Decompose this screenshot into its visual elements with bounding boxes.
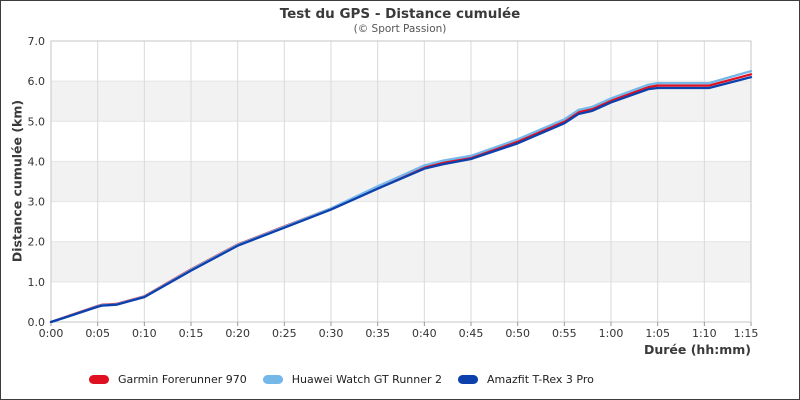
plot-band <box>51 281 751 322</box>
legend-label-huawei: Huawei Watch GT Runner 2 <box>291 372 443 386</box>
plot-border <box>50 40 752 323</box>
x-tick-label: 0:05 <box>85 327 110 340</box>
legend-label-garmin: Garmin Forerunner 970 <box>118 372 247 386</box>
x-tick-label: 0:10 <box>132 327 157 340</box>
legend-swatch-huawei-icon <box>262 374 283 384</box>
plot-band <box>51 161 751 202</box>
plot-band <box>51 121 751 162</box>
plot-band <box>51 41 751 82</box>
y-tick-label: 5.0 <box>28 115 46 128</box>
x-tick-label: 0:55 <box>552 327 577 340</box>
series-line-amazfit-t-rex-3-pro <box>49 75 753 324</box>
legend-label-amazfit: Amazfit T-Rex 3 Pro <box>487 372 594 386</box>
x-tick-label: 1:05 <box>645 327 670 340</box>
y-tick-label: 6.0 <box>28 75 46 88</box>
x-tick-label: 0:30 <box>319 327 344 340</box>
x-tick-label: 0:00 <box>39 327 64 340</box>
x-tick-label: 0:25 <box>272 327 297 340</box>
x-tick-label: 0:50 <box>505 327 530 340</box>
x-axis-title: Durée (hh:mm) <box>643 342 751 357</box>
legend-swatch-amazfit-icon <box>458 374 479 384</box>
x-tick-label: 0:45 <box>459 327 484 340</box>
y-tick-label: 0.0 <box>28 316 46 329</box>
y-tick-label: 4.0 <box>28 155 46 168</box>
x-tick-label: 0:35 <box>365 327 390 340</box>
legend-item-amazfit: Amazfit T-Rex 3 Pro <box>458 373 594 386</box>
x-tick-label: 1:00 <box>599 327 624 340</box>
y-axis-title: Distance cumulée (km) <box>9 99 25 263</box>
x-tick-label: 1:10 <box>692 327 717 340</box>
x-tick-label: 1:15 <box>734 327 759 340</box>
y-tick-label: 1.0 <box>28 276 46 289</box>
plot-band <box>51 241 751 282</box>
x-tick-label: 0:15 <box>179 327 204 340</box>
y-tick-label: 2.0 <box>28 236 46 249</box>
x-tick-label: 0:20 <box>225 327 250 340</box>
chart-subtitle: (© Sport Passion) <box>353 23 447 35</box>
chart-title: Test du GPS - Distance cumulée <box>279 6 521 22</box>
y-tick-label: 3.0 <box>28 196 46 209</box>
x-tick-label: 0:40 <box>412 327 437 340</box>
legend-item-huawei: Huawei Watch GT Runner 2 <box>262 372 443 386</box>
legend: Garmin Forerunner 970 Huawei Watch GT Ru… <box>89 371 594 387</box>
plot-band <box>51 81 751 122</box>
legend-swatch-garmin-icon <box>89 374 109 384</box>
plot-band <box>51 201 751 242</box>
legend-item-garmin: Garmin Forerunner 970 <box>89 373 247 386</box>
y-tick-label: 7.0 <box>28 35 46 48</box>
